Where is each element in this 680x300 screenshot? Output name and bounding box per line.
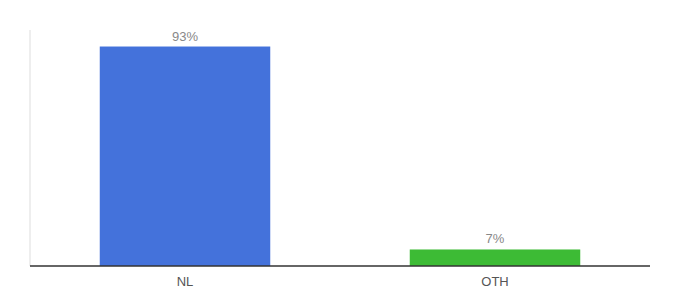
x-tick-label: OTH: [481, 274, 508, 289]
data-labels: 93% 7%: [172, 29, 505, 247]
data-label: 7%: [486, 231, 505, 246]
chart-container: 93% 7% NL OTH: [0, 0, 680, 300]
bar: [100, 47, 271, 266]
bar: [410, 249, 581, 266]
chart: 93% 7% NL OTH: [0, 0, 680, 300]
plot: 93% 7% NL OTH: [30, 29, 650, 289]
bars: [100, 47, 581, 266]
data-label: 93%: [172, 29, 198, 44]
x-tick-labels: NL OTH: [177, 274, 509, 289]
x-axis-line: [30, 265, 650, 267]
y-axis-line: [30, 30, 31, 266]
x-tick-label: NL: [177, 274, 194, 289]
